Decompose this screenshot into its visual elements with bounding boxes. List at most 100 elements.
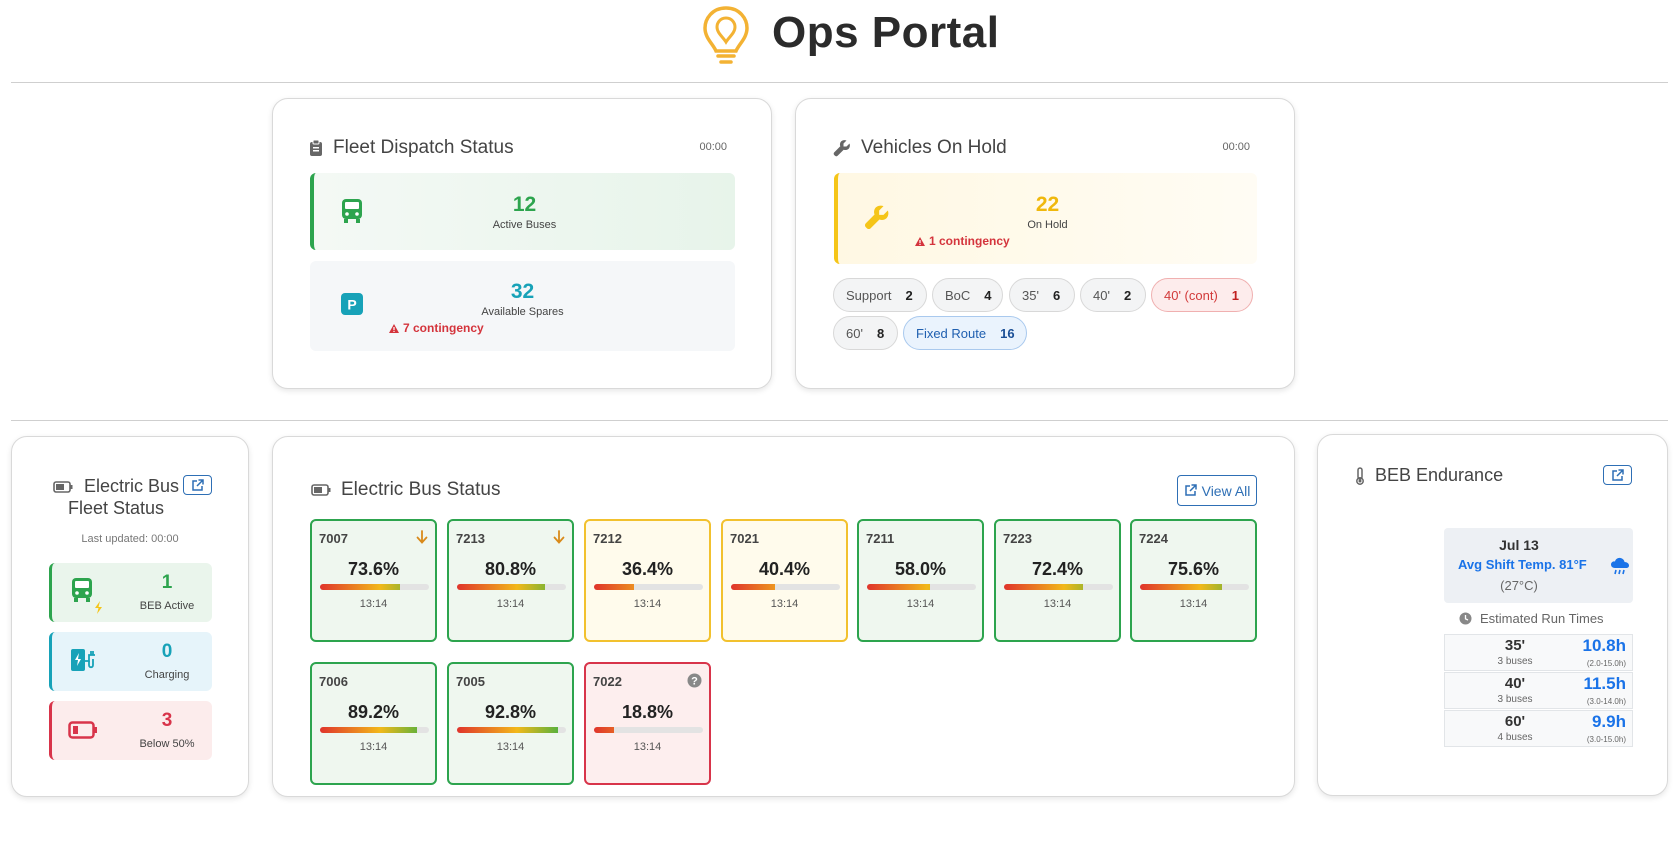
update-time: 13:14 [1043,598,1072,610]
update-time: 13:14 [496,741,525,753]
pill-label: BoC [945,287,971,303]
charge-bar [457,727,566,733]
bus-id: 7007 [319,531,348,546]
external-link-button[interactable] [183,475,212,495]
run-hours: 11.5h [1583,674,1626,693]
fleet-dispatch-time: 00:00 [699,141,727,153]
charge-percent: 89.2% [347,702,400,722]
on-hold-label: On Hold [1027,219,1068,231]
charge-percent: 75.6% [1167,559,1220,579]
run-time-row-40ft: 40' 3 buses 11.5h (3.0-14.0h) [1444,672,1633,709]
charge-percent: 18.8% [621,702,674,722]
low-battery-icon [68,721,97,739]
vehicles-on-hold-title: Vehicles On Hold [861,137,1007,158]
charge-bar-fill [1004,584,1083,590]
pill-support[interactable]: Support 2 [833,278,927,312]
cloud-rain-icon [1611,557,1629,575]
beb-active-label: BEB Active [139,600,195,612]
available-spares-tile[interactable]: P 32 Available Spares 7 contingency [310,261,735,351]
warning-icon [915,236,925,246]
charge-bar [1004,584,1113,590]
bus-card[interactable]: 7021 40.4% 13:14 [721,519,848,642]
external-link-icon [1612,468,1624,481]
available-spares-label: Available Spares [481,306,564,318]
fleet-title-line1: Electric Bus [84,476,180,496]
pill-60ft[interactable]: 60' 8 [833,316,898,350]
bus-id: 7213 [456,531,485,546]
run-range: (3.0-15.0h) [1586,735,1626,744]
pill-label: 60' [846,325,863,341]
view-all-button[interactable]: View All [1177,475,1257,506]
clipboard-icon [310,139,322,156]
update-time: 13:14 [633,598,662,610]
fleet-title-line2: Fleet Status [68,498,165,518]
bus-card[interactable]: 7005 92.8% 13:14 [447,662,574,785]
active-buses-value: 12 [512,193,537,216]
bus-card[interactable]: 7007 73.6% 13:14 [310,519,437,642]
beb-active-tile[interactable]: 1 BEB Active [49,563,212,622]
charge-bar-fill [320,584,401,590]
bus-card[interactable]: 7213 80.8% 13:14 [447,519,574,642]
vehicles-on-hold-header: Vehicles On Hold [833,137,1007,159]
charging-tile[interactable]: 0 Charging [49,632,212,691]
charge-bar [731,584,840,590]
charge-percent: 36.4% [621,559,674,579]
spares-contingency-text: 7 contingency [403,321,484,335]
below-50-tile[interactable]: 3 Below 50% [49,701,212,760]
bus-card[interactable]: 7224 75.6% 13:14 [1130,519,1257,642]
thermometer-icon [1356,466,1364,485]
avg-shift-temp: Avg Shift Temp. 81°F [1458,557,1587,572]
question-icon[interactable]: ? [687,673,702,688]
arrow-down-icon [553,530,565,544]
bus-card[interactable]: 7211 58.0% 13:14 [857,519,984,642]
bus-card[interactable]: 7223 72.4% 13:14 [994,519,1121,642]
update-time: 13:14 [770,598,799,610]
spares-contingency: 7 contingency [389,321,484,335]
on-hold-tile[interactable]: 22 On Hold 1 contingency [834,173,1257,264]
charge-bar [1140,584,1249,590]
pill-count: 2 [905,287,913,303]
pill-35ft[interactable]: 35' 6 [1009,278,1075,312]
pill-boc[interactable]: BoC 4 [932,278,1003,312]
on-hold-contingency: 1 contingency [915,234,1010,248]
pill-40ft[interactable]: 40' 2 [1080,278,1146,312]
update-time: 13:14 [1179,598,1208,610]
bus-count: 3 buses [1497,656,1533,667]
charge-bar-fill [867,584,931,590]
available-spares-value: 32 [510,280,535,303]
electric-bus-status-card: Electric Bus Status View All 7007 73.6% 13… [272,436,1295,797]
bus-icon [342,199,362,223]
run-times-title: Estimated Run Times [1480,611,1604,626]
charging-value: 0 [161,641,173,662]
external-link-icon [1184,484,1197,496]
below-50-value: 3 [161,710,173,731]
active-buses-tile[interactable]: 12 Active Buses [310,173,735,250]
update-time: 13:14 [359,741,388,753]
arrow-down-icon [416,530,428,544]
pill-40ft-cont[interactable]: 40' (cont) 1 [1151,278,1253,312]
charging-label: Charging [144,669,190,681]
fleet-dispatch-header: Fleet Dispatch Status [309,137,514,159]
fleet-dispatch-title: Fleet Dispatch Status [333,137,514,158]
page-title: Ops Portal [772,8,1000,57]
charge-percent: 80.8% [484,559,537,579]
pill-label: 35' [1022,287,1039,303]
view-all-label: View All [1201,482,1251,499]
charge-bar [594,584,703,590]
bus-card[interactable]: 7022? 18.8% 13:14 [584,662,711,785]
charge-bar [867,584,976,590]
run-hours: 10.8h [1582,636,1626,655]
charge-bar-fill [594,727,615,733]
charge-bar-fill [457,727,559,733]
header: Ops Portal [0,0,1679,88]
external-link-button[interactable] [1603,465,1632,485]
pill-count: 6 [1052,287,1061,303]
pill-fixed-route[interactable]: Fixed Route 16 [903,316,1027,350]
bus-size: 35' [1504,637,1526,654]
battery-icon [53,481,73,493]
bus-card[interactable]: 7212 36.4% 13:14 [584,519,711,642]
bus-id: 7021 [730,531,759,546]
bus-card[interactable]: 7006 89.2% 13:14 [310,662,437,785]
pill-count: 16 [1000,325,1015,341]
charge-bar [320,727,429,733]
